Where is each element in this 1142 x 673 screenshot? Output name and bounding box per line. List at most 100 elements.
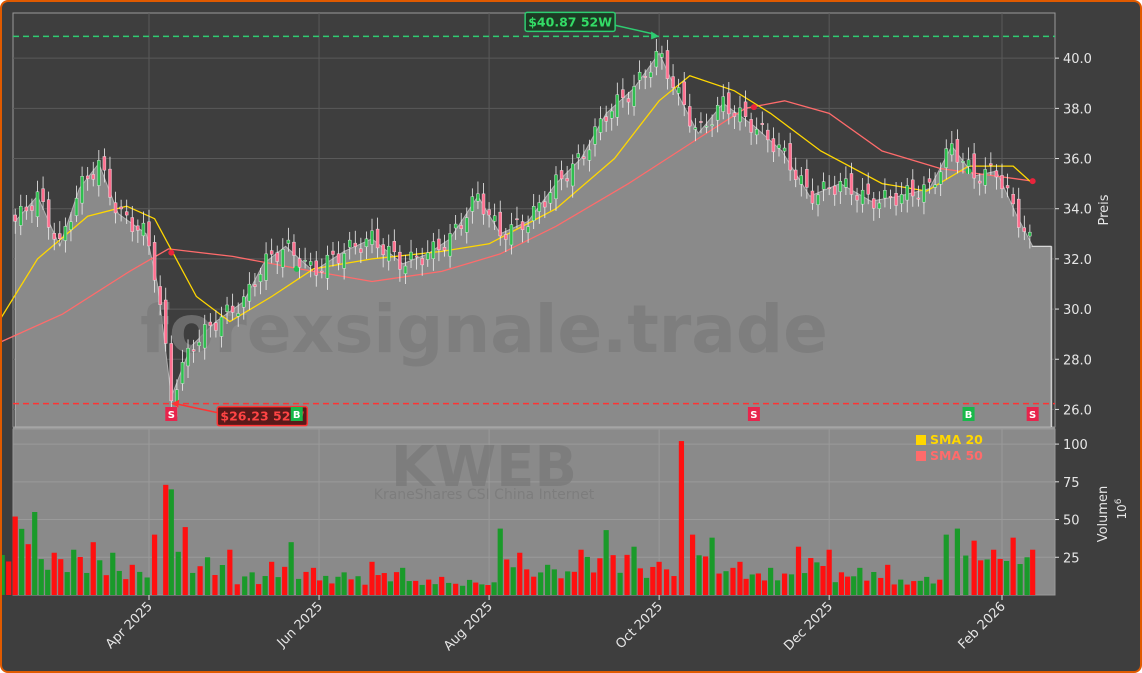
volume-bar-down	[755, 573, 761, 595]
volume-bar-up	[175, 551, 181, 595]
volume-bar-down	[381, 573, 387, 595]
candle-down	[827, 187, 831, 190]
candle-up	[476, 193, 480, 202]
candle-down	[977, 180, 982, 184]
candle-down	[994, 170, 999, 178]
candle-up	[877, 202, 882, 209]
volume-bar-up	[631, 546, 637, 595]
volume-bar-up	[788, 574, 795, 595]
volume-bar-up	[38, 559, 44, 595]
candle-up	[303, 260, 307, 262]
volume-bar-down	[103, 575, 109, 595]
volume-bar-up	[84, 572, 90, 595]
volume-bar-up	[249, 572, 255, 595]
volume-bar-down	[878, 577, 884, 595]
candle-down	[46, 199, 51, 228]
volume-bar-up	[930, 583, 936, 595]
sma-cross-marker	[168, 249, 175, 256]
volume-bar-up	[296, 578, 302, 595]
volume-bar-down	[743, 578, 749, 595]
volume-bar-down	[6, 561, 12, 595]
candle-down	[275, 252, 279, 262]
candle-down	[955, 139, 960, 163]
volume-bar-down	[269, 561, 275, 595]
candle-down	[559, 170, 564, 180]
candle-down	[504, 234, 508, 240]
volume-bar-up	[545, 564, 551, 595]
candle-up	[537, 202, 541, 212]
sell-signal-marker	[165, 407, 178, 421]
candle-up	[654, 51, 659, 68]
candle-up	[676, 87, 681, 94]
volume-bar-down	[369, 561, 375, 595]
volume-bar-down	[348, 579, 354, 595]
candle-up	[465, 217, 469, 233]
volume-unit-exponent: 6	[1114, 498, 1124, 504]
legend-swatch	[916, 451, 926, 461]
candle-up	[860, 189, 865, 205]
candle-down	[375, 228, 380, 249]
volume-bar-up	[832, 582, 838, 595]
candle-up	[453, 223, 458, 229]
volume-bar-down	[329, 583, 335, 595]
candle-down	[699, 121, 703, 123]
volume-bar-down	[937, 579, 943, 595]
volume-bar-up	[774, 580, 781, 595]
volume-bar-down	[591, 572, 597, 595]
volume-bar-down	[517, 552, 523, 595]
candle-down	[766, 129, 770, 141]
volume-bar-down	[781, 573, 788, 595]
candle-up	[35, 191, 40, 217]
candle-up	[704, 125, 709, 128]
candle-down	[24, 206, 29, 212]
volume-bar-up	[32, 512, 38, 595]
volume-bar-down	[182, 527, 188, 595]
candle-up	[236, 313, 240, 317]
volume-bar-up	[110, 552, 116, 595]
candle-up	[660, 53, 664, 58]
volume-bar-down	[624, 554, 630, 595]
candle-up	[470, 196, 475, 212]
watermark-text: forexsignale.trade	[140, 291, 828, 368]
candle-up	[615, 94, 620, 118]
candle-down	[543, 201, 547, 208]
candle-up	[403, 265, 408, 274]
volume-tick-label: 100	[1063, 438, 1088, 453]
volume-bar-up	[400, 567, 406, 595]
volume-bar-up	[446, 582, 452, 595]
volume-bar-up	[432, 584, 438, 595]
volume-bar-down	[426, 579, 432, 595]
candle-down	[771, 138, 776, 153]
candle-down	[1022, 227, 1027, 232]
volume-bar-up	[943, 534, 949, 595]
volume-bar-up	[709, 537, 715, 595]
candle-down	[866, 183, 870, 195]
x-tick-label: Feb 2026	[956, 599, 1009, 652]
candle-down	[749, 119, 753, 133]
volume-bar-down	[891, 584, 897, 595]
legend-swatch	[916, 435, 926, 445]
volume-bar-up	[262, 576, 268, 595]
volume-bar-down	[282, 566, 288, 595]
candle-up	[950, 143, 954, 156]
low-52w-label-box	[216, 405, 309, 427]
volume-bar-up	[617, 572, 623, 595]
candle-up	[554, 174, 558, 200]
candle-up	[710, 124, 714, 127]
volume-bar-down	[795, 546, 802, 595]
candle-up	[141, 222, 146, 237]
volume-bar-up	[406, 581, 412, 595]
volume-bar-down	[637, 568, 643, 595]
x-tick-label: Aug 2025	[441, 599, 496, 654]
volume-bar-up	[1017, 564, 1023, 595]
candle-down	[515, 218, 519, 221]
volume-bar-down	[971, 540, 977, 595]
volume-bar-up	[857, 567, 863, 595]
candle-up	[325, 254, 330, 279]
candle-up	[247, 283, 252, 302]
volume-bar-down	[393, 572, 400, 595]
candle-down	[972, 153, 976, 179]
signal-label: B	[965, 410, 973, 421]
low-52w-arrow	[175, 402, 218, 414]
price-tick-label: 26.0	[1063, 403, 1092, 418]
